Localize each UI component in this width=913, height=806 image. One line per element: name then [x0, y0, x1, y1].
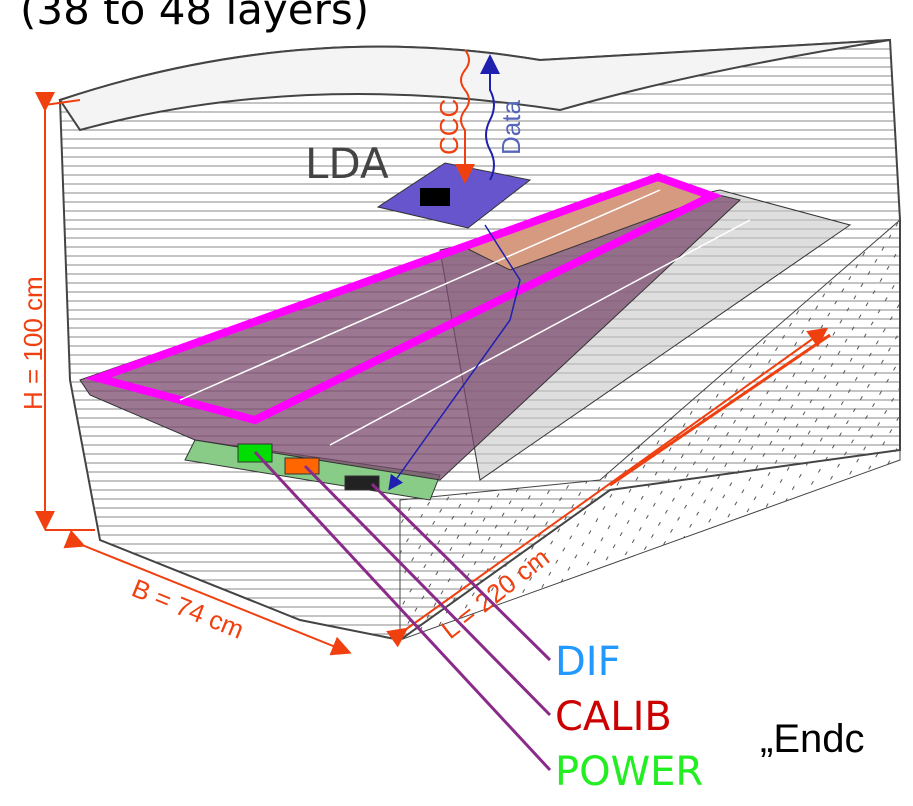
calib-label: CALIB	[555, 694, 672, 740]
ccc-label: CCC	[434, 99, 464, 155]
power-label: POWER	[555, 749, 703, 795]
data-label: Data	[496, 100, 526, 155]
lda-chip	[420, 188, 450, 206]
title: (38 to 48 layers)	[20, 0, 369, 34]
height-label: H = 100 cm	[18, 276, 48, 410]
diagram: (38 to 48 layers) LDA CCC Data H = 100 c…	[0, 0, 913, 806]
caption: „Endc	[760, 717, 865, 761]
dif-label: DIF	[555, 639, 621, 685]
lda-label: LDA	[305, 139, 389, 188]
